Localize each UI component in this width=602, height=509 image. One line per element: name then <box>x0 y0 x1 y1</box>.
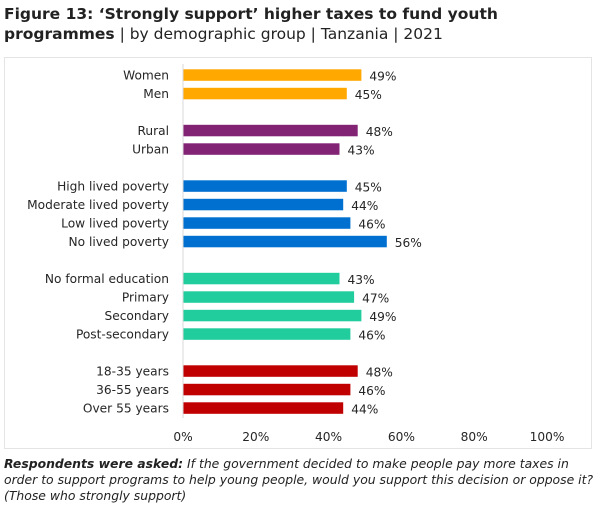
data-label: 48% <box>366 125 393 139</box>
bar <box>183 235 387 248</box>
category-label: No lived poverty <box>69 235 169 249</box>
figure-title-bold: Figure 13: ‘Strongly support’ higher tax… <box>4 5 498 43</box>
data-label: 45% <box>355 88 382 102</box>
note-lead: Respondents were asked: <box>4 456 184 471</box>
survey-question-note: Respondents were asked: If the governmen… <box>4 456 600 504</box>
category-label: Rural <box>137 124 169 138</box>
x-tick-label: 0% <box>173 430 192 444</box>
data-label: 56% <box>395 236 422 250</box>
bar <box>183 87 347 100</box>
bar <box>183 217 351 229</box>
bar <box>183 309 362 322</box>
data-label: 43% <box>348 273 375 287</box>
category-label: Women <box>123 69 169 83</box>
bar <box>183 328 351 340</box>
data-label: 49% <box>369 70 396 84</box>
figure-title-rest: | by demographic group | Tanzania | 2021 <box>114 25 443 43</box>
bar <box>183 383 351 396</box>
bar <box>183 198 344 211</box>
x-tick-label: 40% <box>315 430 342 444</box>
figure-title: Figure 13: ‘Strongly support’ higher tax… <box>4 4 600 44</box>
data-label: 46% <box>358 329 385 343</box>
category-label: Secondary <box>104 309 169 323</box>
bar <box>183 143 340 155</box>
category-label: Primary <box>122 291 169 305</box>
bar <box>183 365 358 377</box>
data-label: 46% <box>358 218 385 232</box>
bar <box>183 402 344 414</box>
category-label: 18-35 years <box>96 365 169 379</box>
bar <box>183 291 355 303</box>
category-label: 36-55 years <box>96 383 169 397</box>
bar <box>183 69 362 81</box>
data-label: 47% <box>362 292 389 306</box>
bar <box>183 180 347 192</box>
category-label: Urban <box>132 143 169 157</box>
note-text: If the government decided to make people… <box>4 456 594 503</box>
category-label: Men <box>143 87 169 101</box>
category-label: High lived poverty <box>57 180 169 194</box>
data-label: 44% <box>351 199 378 213</box>
data-label: 48% <box>366 366 393 380</box>
data-label: 49% <box>369 310 396 324</box>
bar <box>183 272 340 285</box>
category-label: Low lived poverty <box>61 217 169 231</box>
data-label: 46% <box>358 384 385 398</box>
data-label: 43% <box>348 144 375 158</box>
x-tick-label: 20% <box>242 430 269 444</box>
data-label: 45% <box>355 181 382 195</box>
chart-frame <box>4 57 592 449</box>
data-label: 44% <box>351 403 378 417</box>
category-label: Post-secondary <box>76 328 169 342</box>
x-tick-label: 80% <box>461 430 488 444</box>
category-label: Over 55 years <box>83 402 169 416</box>
category-label: Moderate lived poverty <box>27 198 169 212</box>
category-label: No formal education <box>45 272 169 286</box>
x-tick-label: 100% <box>530 430 565 444</box>
x-tick-label: 60% <box>388 430 415 444</box>
bar <box>183 124 358 137</box>
